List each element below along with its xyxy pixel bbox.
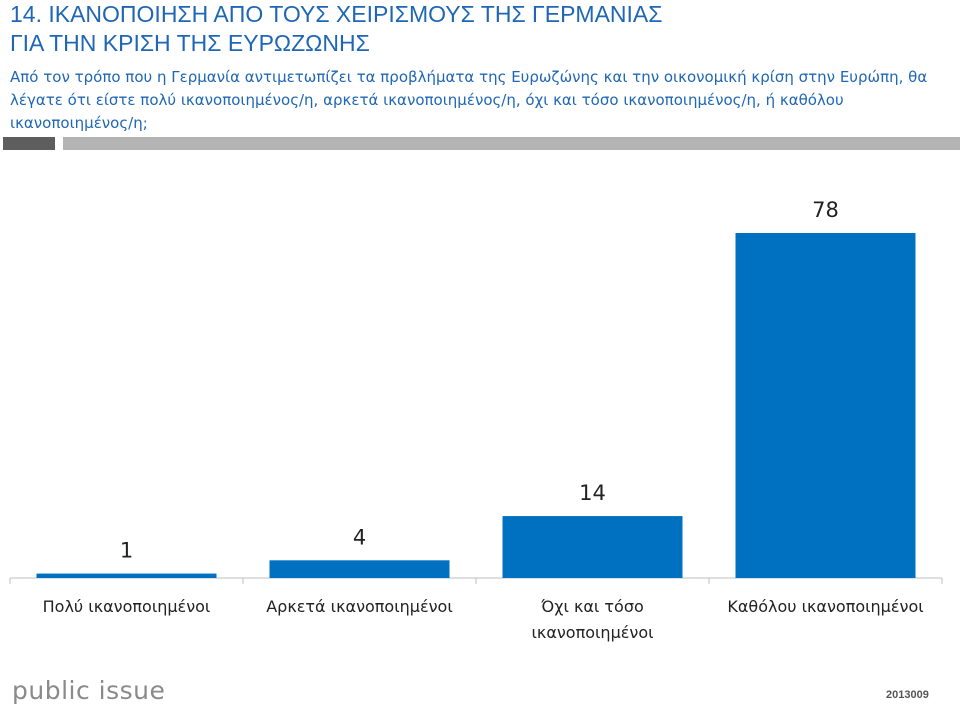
category-label-2: Αρκετά ικανοποιημένοι <box>266 597 453 616</box>
header-strip-light <box>63 137 960 150</box>
data-label-4: 78 <box>812 198 839 222</box>
bar-1 <box>36 573 217 578</box>
page-title: 14. ΙΚΑΝΟΠΟΙΗΣΗ ΑΠΟ ΤΟΥΣ ΧΕΙΡΙΣΜΟΥΣ ΤΗΣ … <box>10 0 950 58</box>
data-label-2: 4 <box>353 525 366 549</box>
survey-question: Από τον τρόπο που η Γερμανία αντιμετωπίζ… <box>10 68 928 132</box>
bar-3 <box>502 516 683 578</box>
bar-4 <box>735 233 916 578</box>
bar-2 <box>269 560 450 578</box>
public-issue-logo: public issue <box>12 676 166 705</box>
data-label-1: 1 <box>120 539 133 563</box>
title-line-1: 14. ΙΚΑΝΟΠΟΙΗΣΗ ΑΠΟ ΤΟΥΣ ΧΕΙΡΙΣΜΟΥΣ ΤΗΣ … <box>10 1 663 27</box>
title-line-2: ΓΙΑ ΤΗΝ ΚΡΙΣΗ ΤΗΣ ΕΥΡΩΖΩΝΗΣ <box>10 30 370 56</box>
category-label-4: Καθόλου ικανοποιημένοι <box>727 597 923 616</box>
data-label-3: 14 <box>579 481 606 505</box>
category-label-1: Πολύ ικανοποιημένοι <box>43 597 211 616</box>
bar-chart: 1 Πολύ ικανοποιημένοι 4 Αρκετά ικανοποιημέν… <box>9 198 943 642</box>
survey-code: 2013009 <box>886 689 929 701</box>
category-label-3-line-1: Όχι και τόσο <box>540 597 644 616</box>
header-strip-dark <box>3 137 55 150</box>
category-label-3-line-2: ικανοποιημένοι <box>531 623 653 642</box>
